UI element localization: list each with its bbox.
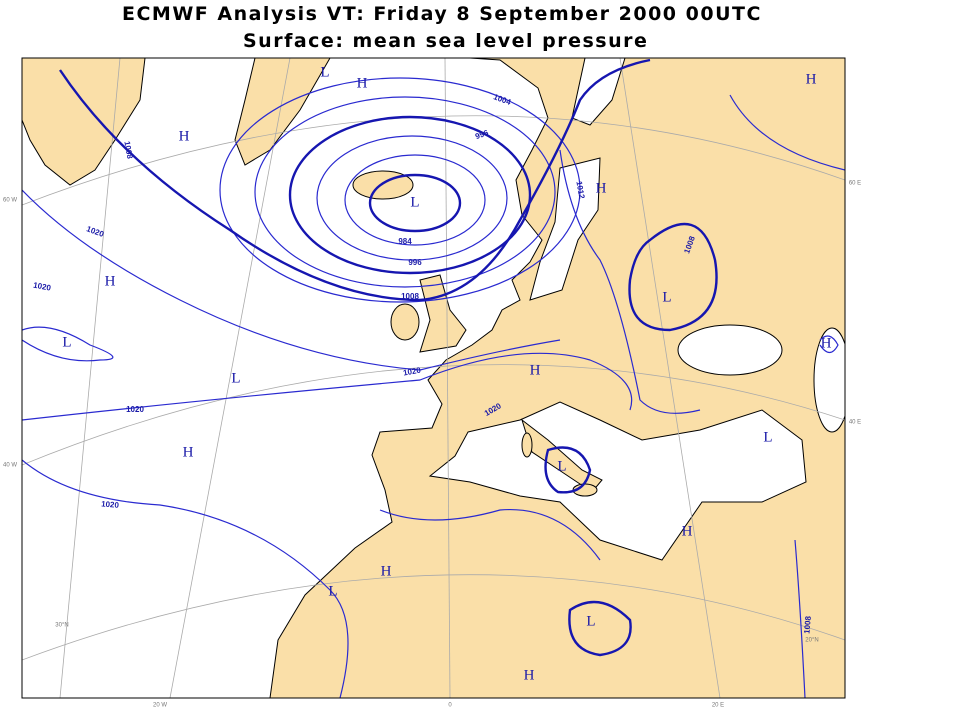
subtitle: Surface: mean sea level pressure xyxy=(243,30,648,52)
pressure-center: H xyxy=(381,563,392,579)
italy xyxy=(521,418,603,493)
isobar-label: 1012 xyxy=(574,180,586,200)
graticule-label: 20°N xyxy=(805,638,818,644)
pressure-center: H xyxy=(357,75,368,91)
greenland xyxy=(22,58,146,186)
isobar-label: 1020 xyxy=(101,499,120,510)
isobar-label: 984 xyxy=(398,237,412,246)
pressure-center: L xyxy=(557,458,566,474)
white-sea xyxy=(571,58,626,126)
graticule-label: 60 E xyxy=(849,181,861,187)
meridian xyxy=(59,58,121,698)
pressure-center: L xyxy=(410,194,419,210)
ireland xyxy=(390,303,420,341)
parallel xyxy=(22,115,845,206)
isobar-label: 996 xyxy=(474,128,490,141)
pressure-center: L xyxy=(62,334,71,350)
eurasia-africa xyxy=(269,58,845,698)
pressure-center: H xyxy=(682,523,693,539)
pressure-center: L xyxy=(328,583,337,599)
pressure-center: H xyxy=(179,128,190,144)
meridian xyxy=(169,58,291,698)
graticule-label: 0 xyxy=(448,703,452,709)
baltic-sea xyxy=(529,157,601,301)
pressure-center: L xyxy=(763,429,772,445)
great-britain xyxy=(419,274,467,353)
graticule-label: 20 W xyxy=(153,703,167,709)
title: ECMWF Analysis VT: Friday 8 September 20… xyxy=(122,3,762,25)
meridian xyxy=(444,58,451,698)
graticule xyxy=(22,58,845,698)
isobar-label: 1008 xyxy=(122,140,134,160)
pressure-center: L xyxy=(320,64,329,80)
pressure-center: H xyxy=(821,335,832,351)
pressure-center: H xyxy=(596,180,607,196)
graticule-label: 30°N xyxy=(55,623,68,629)
caspian-sea xyxy=(813,327,845,433)
corsica-sardinia xyxy=(521,432,533,458)
pressure-center: H xyxy=(524,667,535,683)
isobar-label: 1008 xyxy=(802,615,813,634)
pressure-center: H xyxy=(105,273,116,289)
pressure-center: L xyxy=(662,289,671,305)
parallel xyxy=(22,574,845,661)
isobar-label: 1020 xyxy=(33,281,53,293)
map-frame xyxy=(21,57,846,699)
greenland-east xyxy=(234,58,331,166)
graticule-label: 60 W xyxy=(3,198,17,204)
black-sea xyxy=(677,324,783,376)
pressure-center: H xyxy=(530,362,541,378)
graticule-label: 20 E xyxy=(712,703,724,709)
isobars xyxy=(22,58,845,698)
isobar-label: 996 xyxy=(408,258,422,267)
pressure-center: H xyxy=(806,71,817,87)
isobar-label: 1020 xyxy=(126,405,144,414)
pressure-center: L xyxy=(231,370,240,386)
parallel xyxy=(22,364,845,466)
pressure-center: H xyxy=(183,444,194,460)
graticule-label: 40 W xyxy=(3,463,17,469)
isobar-label: 1020 xyxy=(402,366,422,378)
isobar-label: 1008 xyxy=(401,292,419,301)
pressure-center: L xyxy=(586,613,595,629)
graticule-label: 40 E xyxy=(849,420,861,426)
